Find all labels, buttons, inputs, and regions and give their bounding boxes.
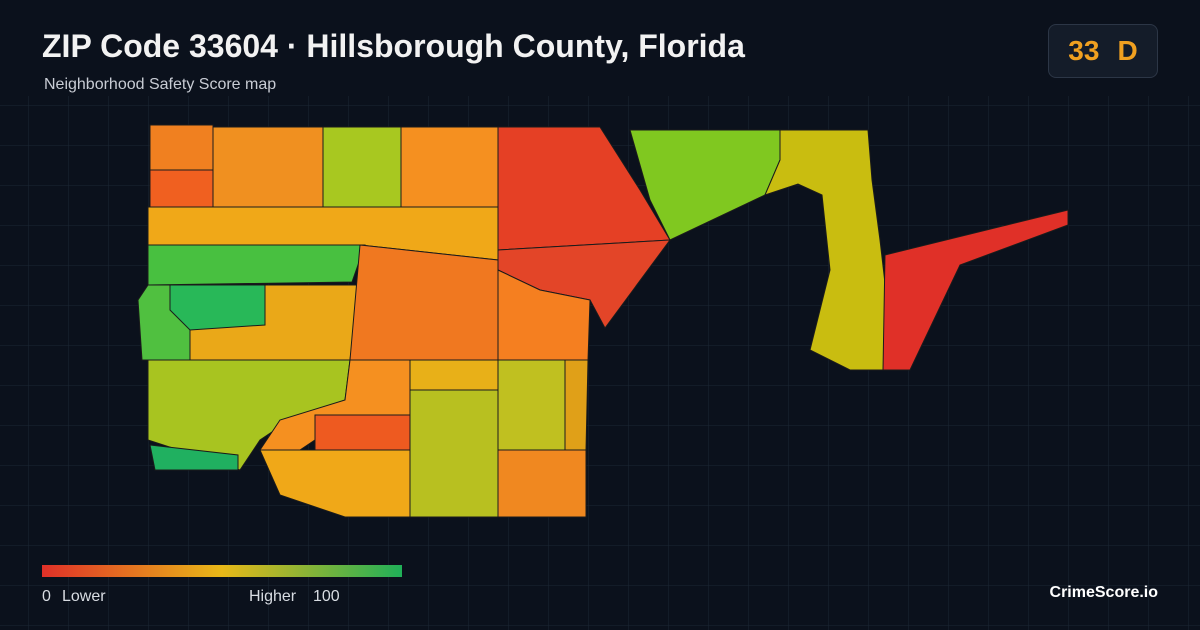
region (497, 449, 587, 518)
region (882, 209, 1069, 371)
brand: CrimeScore.io (1049, 584, 1158, 601)
region (149, 169, 214, 208)
region (400, 126, 499, 208)
region (212, 126, 324, 208)
title: ZIP Code 33604 · Hillsborough County, Fl… (42, 28, 745, 64)
region (147, 244, 366, 286)
subtitle: Neighborhood Safety Score map (44, 76, 277, 93)
score-value: 33 (1068, 35, 1100, 66)
score-grade: D (1117, 35, 1138, 66)
region (149, 124, 214, 171)
region (349, 244, 499, 361)
region (497, 269, 591, 361)
region (564, 359, 589, 451)
legend-min: 0 (42, 588, 51, 605)
region (169, 284, 266, 331)
region (149, 444, 239, 471)
region (259, 449, 411, 518)
region (409, 389, 499, 518)
region (322, 126, 402, 208)
region (764, 129, 896, 371)
legend-max-label: Higher (249, 588, 297, 605)
legend-max: 100 (313, 588, 340, 605)
legend-gradient (42, 565, 402, 577)
score-badge: 33 D (1048, 24, 1158, 78)
legend-min-label: Lower (62, 588, 106, 605)
neighborhoods (137, 124, 1069, 518)
